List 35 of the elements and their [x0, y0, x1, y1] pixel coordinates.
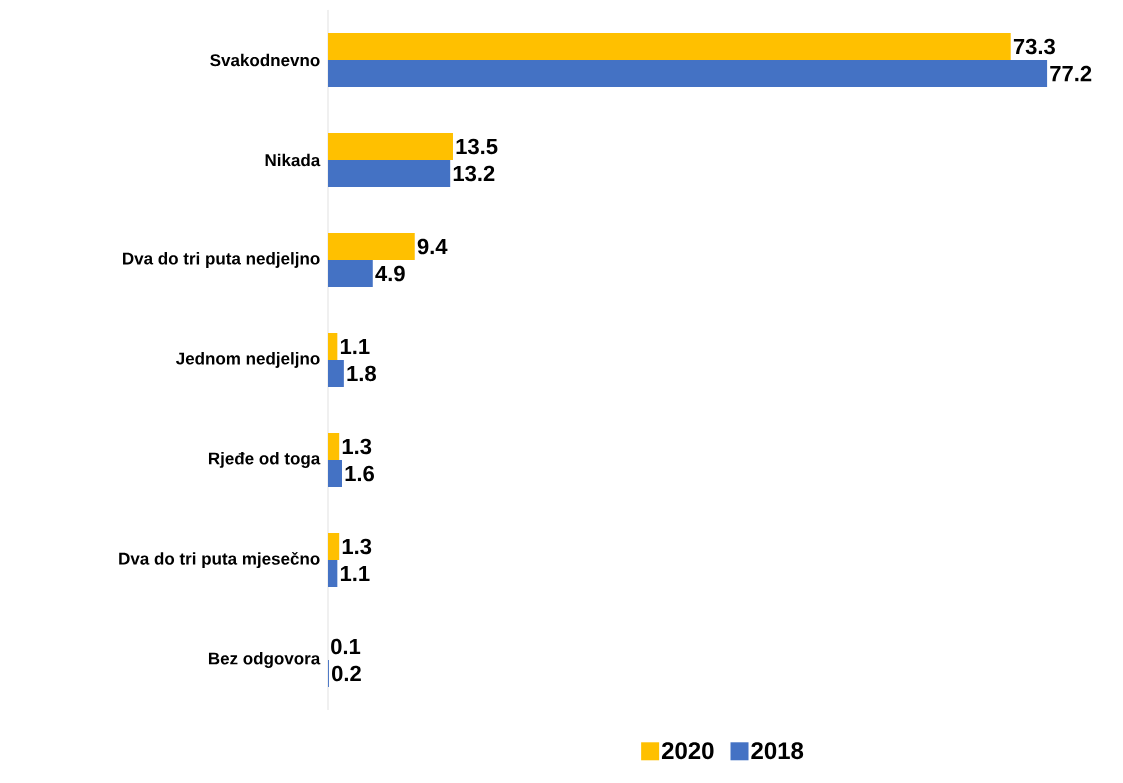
data-label: 73.3	[1013, 38, 1055, 55]
data-label: 1.1	[340, 565, 370, 582]
data-label: 4.9	[375, 265, 405, 282]
bar	[328, 359, 344, 387]
bar	[328, 332, 338, 360]
bar	[328, 132, 453, 160]
y-tick-label: Dva do tri puta mjesečno	[119, 551, 320, 569]
y-tick-label: Jednom nedjeljno	[175, 352, 320, 368]
data-label: 1.3	[342, 438, 372, 455]
bar	[328, 32, 1011, 60]
bar	[328, 432, 340, 460]
data-label: 1.8	[347, 365, 376, 382]
data-label: 1.1	[340, 338, 370, 355]
y-tick-label: Bez odgovora	[208, 652, 321, 668]
data-label: 13.2	[453, 165, 495, 182]
bar	[328, 259, 373, 287]
data-label: 13.5	[456, 138, 498, 155]
bar	[328, 459, 342, 487]
data-label: 77.2	[1050, 65, 1092, 82]
legend-label: 2018	[751, 742, 804, 760]
bar	[328, 59, 1048, 87]
y-tick-label: Rjeđe od toga	[208, 452, 321, 468]
bar	[328, 159, 451, 187]
data-label: 9.4	[417, 238, 448, 255]
y-tick-label: Nikada	[265, 153, 321, 167]
bar	[328, 532, 340, 560]
data-label: 0.2	[332, 665, 361, 682]
bar	[328, 559, 338, 587]
data-label: 0.1	[331, 638, 361, 655]
legend-label: 2020	[661, 742, 714, 760]
data-label: 1.6	[345, 465, 374, 482]
y-tick-label: Dva do tri puta nedjeljno	[123, 252, 320, 268]
y-tick-label: Svakodnevno	[210, 53, 320, 67]
bar	[328, 232, 415, 260]
data-label: 1.3	[342, 538, 372, 555]
